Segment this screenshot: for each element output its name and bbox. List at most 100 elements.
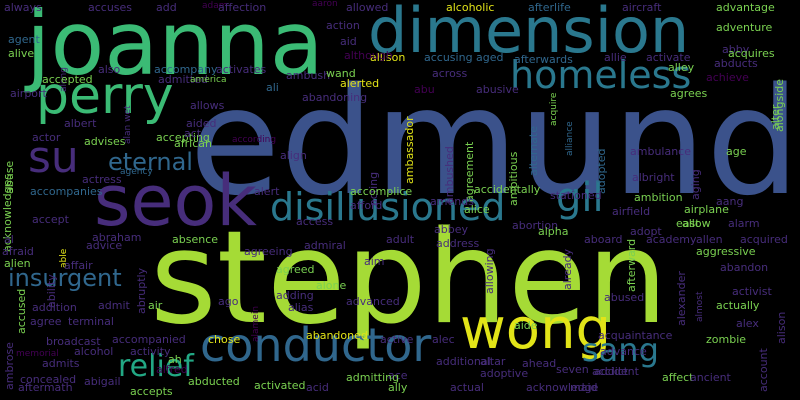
word-almost: almost (695, 291, 705, 322)
word-air: air (148, 299, 163, 312)
word-abbey: abbey (434, 223, 468, 236)
word-address: address (436, 237, 480, 250)
word-acquire: acquire (549, 92, 559, 126)
word-zombie: zombie (706, 333, 747, 346)
word-agreeing: agreeing (244, 245, 293, 258)
word-afterward: afterward (625, 238, 638, 292)
word-agent: agent (8, 33, 40, 46)
word-admiral: admiral (304, 239, 346, 252)
word-alcohol: alcohol (74, 345, 114, 358)
word-abortion: abortion (512, 219, 559, 232)
word-ago: ago (218, 295, 239, 308)
word-accomplice: accomplice (350, 185, 413, 198)
word-acknowledge: acknowledge (526, 381, 599, 394)
word-agreed: agreed (276, 263, 315, 276)
word-alternate: alternate (527, 126, 540, 176)
word-alice: alice (464, 203, 490, 216)
word-accompanies: accompanies (30, 185, 103, 198)
word-accompanied: accompanied (112, 333, 186, 346)
word-abigail: abigail (84, 375, 121, 388)
word-alec: alec (432, 333, 455, 346)
word-advantage: advantage (716, 1, 775, 14)
word-su: su (28, 132, 79, 183)
word-advises: advises (84, 135, 126, 148)
word-allison: allison (370, 51, 406, 64)
word-ahead: ahead (522, 357, 557, 370)
word-admit: admit (98, 299, 130, 312)
word-perry: perry (36, 66, 174, 126)
word-allie: allie (604, 51, 627, 64)
word-alpha: alpha (538, 225, 569, 238)
word-alfred: alfred (156, 363, 188, 376)
word-academy: academy (646, 233, 697, 246)
word-account: account (757, 348, 770, 392)
word-aang: aang (716, 195, 744, 208)
word-abducted: abducted (188, 375, 240, 388)
word-alongside: alongside (773, 78, 786, 132)
word-alley: alley (668, 61, 695, 74)
word-actor: actor (32, 131, 61, 144)
word-aggressive: aggressive (696, 245, 756, 258)
word-also: also (98, 63, 121, 76)
word-al: al (4, 233, 14, 246)
word-alive: alive (8, 47, 35, 60)
word-active: active (380, 333, 414, 346)
word-additional: additional (436, 355, 491, 368)
word-admitting: admitting (346, 371, 400, 384)
word-acquired: acquired (740, 233, 788, 246)
word-aaron: aaron (312, 0, 338, 9)
word-ambrose: ambrose (3, 342, 16, 390)
word-adventure: adventure (716, 21, 773, 34)
word-accept: accept (32, 213, 69, 226)
word-ambition: ambition (634, 191, 683, 204)
word-abusive: abusive (476, 83, 519, 96)
word-stephen: stephen (150, 204, 668, 353)
word-ambush: ambush (286, 69, 331, 82)
word-seven: seven (556, 363, 589, 376)
word-advanced: advanced (346, 295, 400, 308)
word-accident: accident (592, 365, 639, 378)
word-across: across (432, 67, 468, 80)
word-abandon: abandon (720, 261, 769, 274)
word-eternal: eternal (108, 148, 193, 176)
word-afterlife: afterlife (528, 1, 571, 14)
word-allows: allows (190, 99, 225, 112)
word-airfield: airfield (612, 205, 651, 218)
word-ambitious: ambitious (507, 151, 520, 206)
word-abandoned: abandoned (306, 329, 368, 342)
word-aged: aged (476, 51, 504, 64)
word-achieve: achieve (706, 71, 749, 84)
word-actual: actual (450, 381, 484, 394)
word-east: east (676, 217, 700, 230)
word-airplane: airplane (684, 203, 729, 216)
word-aide: aide (514, 319, 538, 332)
word-aim: aim (364, 255, 385, 268)
word-according: according (232, 135, 277, 145)
word-ally: ally (388, 381, 408, 394)
word-alcoholic: alcoholic (446, 1, 495, 14)
word-abruptly: abruptly (135, 267, 148, 314)
word-admits: admits (42, 357, 80, 370)
word-alexander: alexander (675, 271, 688, 326)
word-wand: wand (326, 67, 356, 80)
word-accepting: accepting (156, 131, 210, 144)
word-adopted: adopted (595, 148, 608, 195)
word-dimension: dimension (368, 0, 690, 67)
word-access: access (296, 215, 334, 228)
word-agency: agency (120, 167, 153, 177)
word-alamein: alamein (251, 305, 261, 342)
word-broadcast: broadcast (46, 335, 101, 348)
word-airport: airport (10, 87, 47, 100)
word-america: america (190, 75, 227, 85)
word-joanna: joanna (26, 0, 324, 95)
word-affection: affection (218, 1, 267, 14)
word-stationed: stationed (550, 189, 602, 202)
word-ali: ali (266, 81, 279, 94)
word-disillusioned: disillusioned (270, 185, 506, 229)
word-alien: alien (4, 257, 31, 270)
word-conductor: conductor (200, 318, 432, 372)
word-aided: aided (186, 117, 217, 130)
word-aftermath: aftermath (18, 381, 73, 394)
word-chose: chose (208, 333, 241, 346)
